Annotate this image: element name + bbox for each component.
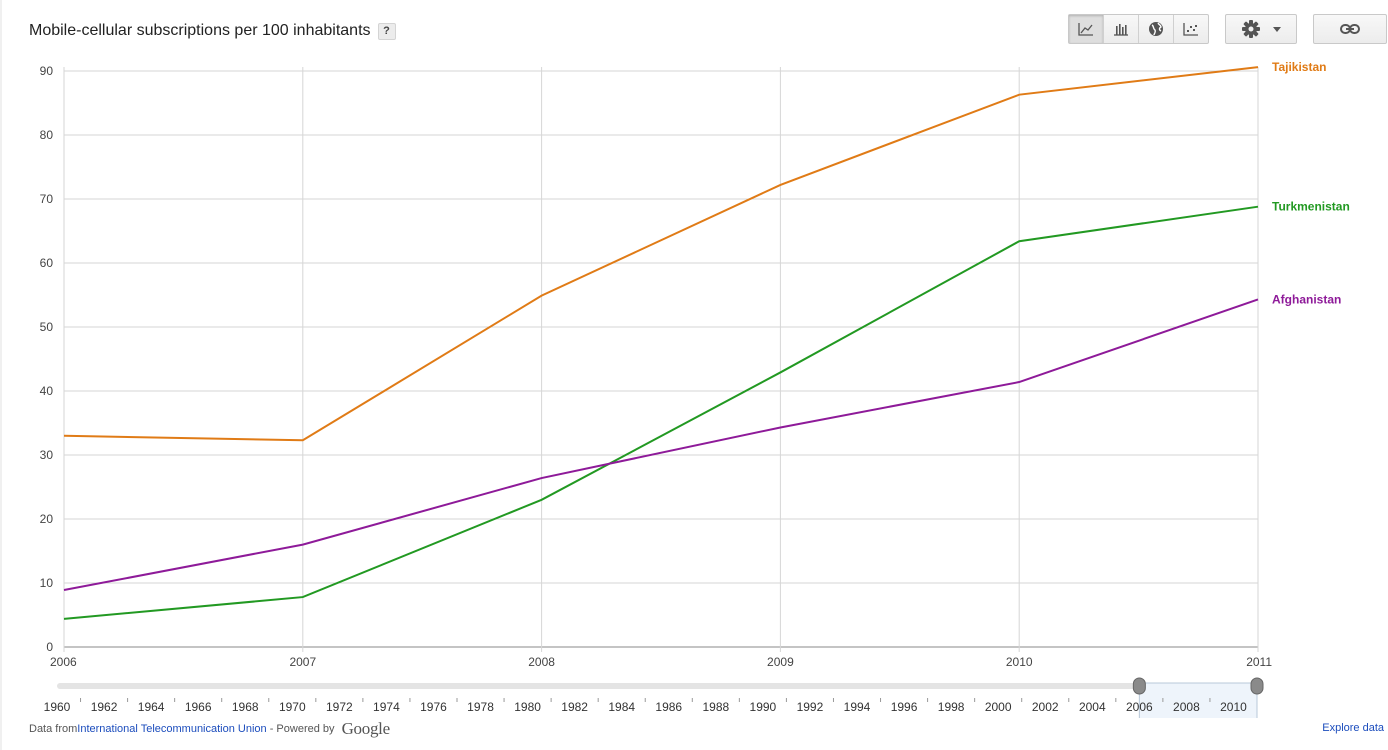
line-chart-icon bbox=[1078, 23, 1093, 36]
timeline-slider[interactable]: 1960 1962 1964 1966 1968 1970 1972 1974 1976 1978… bbox=[44, 677, 1264, 718]
timeline-label: 1992 bbox=[797, 700, 824, 714]
timeline-label: 1984 bbox=[608, 700, 635, 714]
timeline-label: 1994 bbox=[844, 700, 871, 714]
timeline-label: 2004 bbox=[1079, 700, 1106, 714]
map-view-button[interactable] bbox=[1139, 15, 1174, 43]
x-tick-label: 2011 bbox=[1246, 655, 1272, 669]
timeline-label: 1986 bbox=[655, 700, 682, 714]
bar-chart-icon bbox=[1114, 24, 1128, 36]
link-icon bbox=[1340, 24, 1360, 34]
y-tick-label: 0 bbox=[46, 640, 53, 654]
timeline-label: 2000 bbox=[985, 700, 1012, 714]
timeline-label: 1962 bbox=[91, 700, 118, 714]
timeline-label: 1982 bbox=[561, 700, 588, 714]
x-tick-label: 2009 bbox=[767, 655, 794, 669]
x-axis: 2006 2007 2008 2009 2010 2011 bbox=[50, 655, 1272, 669]
y-tick-label: 10 bbox=[40, 576, 54, 590]
timeline-label: 2008 bbox=[1173, 700, 1200, 714]
chart-header: Mobile-cellular subscriptions per 100 in… bbox=[29, 22, 396, 40]
chart-canvas: 0 10 20 30 40 50 60 70 80 90 2006 2007 2008 2009 2010… bbox=[40, 60, 1350, 718]
timeline-selection bbox=[1138, 682, 1258, 718]
timeline-handle[interactable] bbox=[1250, 677, 1264, 695]
y-tick-label: 50 bbox=[40, 320, 54, 334]
x-tick-label: 2007 bbox=[289, 655, 316, 669]
timeline-label: 2006 bbox=[1126, 700, 1153, 714]
footer: Data from International Telecommunicatio… bbox=[29, 719, 390, 739]
y-tick-label: 20 bbox=[40, 512, 54, 526]
settings-group bbox=[1225, 14, 1297, 44]
link-button[interactable] bbox=[1314, 15, 1386, 43]
timeline-label: 1980 bbox=[514, 700, 541, 714]
timeline-label: 1964 bbox=[138, 700, 165, 714]
x-tick-label: 2006 bbox=[50, 655, 77, 669]
timeline-label: 1970 bbox=[279, 700, 306, 714]
bar-chart-view-button[interactable] bbox=[1104, 15, 1139, 43]
view-switcher bbox=[1068, 14, 1209, 44]
x-tick-label: 2010 bbox=[1006, 655, 1033, 669]
link-group bbox=[1313, 14, 1387, 44]
timeline-label: 1996 bbox=[891, 700, 918, 714]
series-label: Tajikistan bbox=[1272, 60, 1326, 74]
timeline-label: 1988 bbox=[702, 700, 729, 714]
y-tick-label: 90 bbox=[40, 64, 54, 78]
line-chart-view-button[interactable] bbox=[1069, 15, 1104, 43]
timeline-label: 2010 bbox=[1220, 700, 1247, 714]
source-link[interactable]: International Telecommunication Union bbox=[77, 723, 267, 735]
settings-button[interactable] bbox=[1226, 15, 1296, 43]
series-labels: Tajikistan Turkmenistan Afghanistan bbox=[1272, 60, 1350, 306]
y-tick-label: 80 bbox=[40, 128, 54, 142]
chevron-down-icon bbox=[1273, 26, 1281, 32]
plot-lines bbox=[63, 66, 1259, 620]
timeline-label: 1990 bbox=[750, 700, 777, 714]
timeline-handle[interactable] bbox=[1132, 677, 1146, 695]
help-button[interactable]: ? bbox=[377, 22, 396, 40]
globe-icon bbox=[1149, 22, 1163, 36]
y-tick-label: 30 bbox=[40, 448, 54, 462]
gear-icon bbox=[1242, 20, 1260, 38]
series-line bbox=[63, 298, 1259, 592]
timeline-label: 1998 bbox=[938, 700, 965, 714]
x-tick-label: 2008 bbox=[528, 655, 555, 669]
timeline-label: 1972 bbox=[326, 700, 353, 714]
y-tick-label: 70 bbox=[40, 192, 54, 206]
series-line bbox=[63, 205, 1259, 620]
y-tick-label: 60 bbox=[40, 256, 54, 270]
timeline-track bbox=[57, 683, 1257, 689]
series-label: Afghanistan bbox=[1272, 292, 1341, 306]
y-tick-label: 40 bbox=[40, 384, 54, 398]
series-line bbox=[63, 66, 1259, 442]
timeline-label: 1960 bbox=[44, 700, 71, 714]
y-axis: 0 10 20 30 40 50 60 70 80 90 bbox=[40, 64, 54, 654]
timeline-label: 1968 bbox=[232, 700, 259, 714]
timeline-label: 2002 bbox=[1032, 700, 1059, 714]
footer-prefix: Data from bbox=[29, 723, 78, 735]
timeline-label: 1966 bbox=[185, 700, 212, 714]
footer-powered: - Powered by bbox=[266, 723, 338, 735]
series-label: Turkmenistan bbox=[1272, 200, 1350, 214]
scatter-icon bbox=[1183, 23, 1198, 36]
google-logo: Google bbox=[341, 719, 391, 738]
timeline-label: 1974 bbox=[373, 700, 400, 714]
scatter-view-button[interactable] bbox=[1174, 15, 1208, 43]
explore-data-link[interactable]: Explore data bbox=[1322, 722, 1384, 734]
timeline-label: 1976 bbox=[420, 700, 447, 714]
left-edge bbox=[0, 0, 2, 750]
timeline-label: 1978 bbox=[467, 700, 494, 714]
grid bbox=[63, 67, 1259, 652]
chart-title: Mobile-cellular subscriptions per 100 in… bbox=[29, 22, 371, 39]
